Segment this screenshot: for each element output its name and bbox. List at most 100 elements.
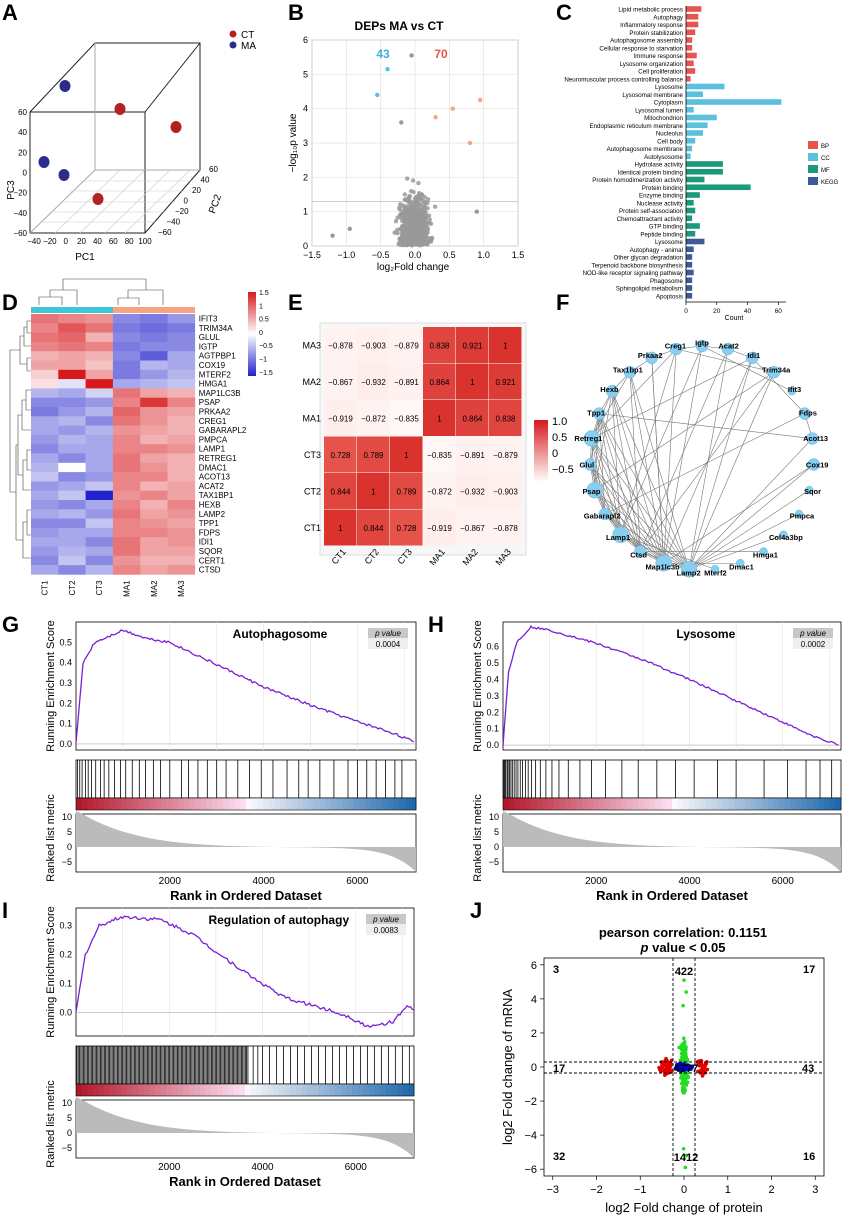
heatmap-cell <box>140 481 168 491</box>
network-node-label: Tax1bp1 <box>613 366 643 375</box>
heatmap-cell <box>140 537 168 547</box>
scatter-point-mrna <box>681 1075 686 1080</box>
enrichment-category-label: Protein binding <box>642 185 684 192</box>
correlation-cell <box>324 363 357 400</box>
network-node-label: Cox19 <box>806 461 829 470</box>
heatmap-cell <box>58 434 86 445</box>
volcano-point <box>425 242 430 247</box>
scatter-point-protein <box>699 1058 703 1063</box>
gsea-rank-bar-segment <box>610 798 617 810</box>
network-node <box>645 351 658 365</box>
enrichment-bar <box>686 184 751 191</box>
enrichment-category-label: Autolysosome <box>644 154 683 161</box>
heatmap-cell <box>167 500 196 510</box>
volcano-point <box>450 106 455 111</box>
heatmap-cell <box>31 397 59 408</box>
gsea-rank-bar-segment <box>773 798 780 810</box>
gsea-rank-bar-segment <box>177 1084 184 1096</box>
correlation-cell <box>423 363 456 400</box>
enrichment-category-label: Nucleolus <box>656 131 683 138</box>
enrichment-category-label: Autophagosome assembly <box>610 38 684 45</box>
enrichment-bar <box>686 246 694 253</box>
correlation-cell <box>324 436 357 473</box>
heatmap-cell <box>112 509 141 519</box>
network-node <box>583 430 600 447</box>
legend-label-ct: CT <box>241 30 254 41</box>
enrichment-bar <box>686 21 699 28</box>
heatmap-row-label: GLUL <box>199 333 220 342</box>
gsea-y-tick: 0.4 <box>59 658 72 668</box>
gsea-rank-bar-segment <box>189 798 196 810</box>
enrichment-category-label: Cytoplasm <box>654 100 683 107</box>
quadrant-counts: 3 422 17 17 4777 43 32 1412 16 <box>553 964 815 1164</box>
volcano-x-tick: −0.5 <box>372 250 390 260</box>
enrichment-bar <box>686 223 700 229</box>
volcano-point <box>420 227 426 232</box>
scatter-point-mrna <box>681 1146 686 1151</box>
heatmap-cell <box>85 453 114 464</box>
volcano-point <box>403 197 409 203</box>
enrichment-category-label: Terpenoid backbone biosynthesis <box>592 262 684 269</box>
gsea-rank-bar-segment <box>274 798 281 810</box>
correlation-value: 0.789 <box>363 451 384 460</box>
gsea-rank-bar-segment <box>688 798 696 810</box>
gsea-x-label: Rank in Ordered Dataset <box>169 1174 321 1189</box>
volcano-x-tick: −1.5 <box>303 250 321 260</box>
heatmap-cell <box>31 453 59 464</box>
quadrant-count-center: 4777 <box>674 1063 698 1075</box>
gsea-pvalue-box <box>366 924 406 935</box>
legend-marker-ct <box>229 30 237 38</box>
gsea-rank-bar-segment <box>263 798 270 810</box>
heatmap-cell <box>58 388 86 398</box>
scatter-x-tick: 1 <box>725 1184 731 1196</box>
pca-floor-grid <box>40 169 195 234</box>
network-edge <box>598 413 690 570</box>
heatmap-cell <box>31 462 59 473</box>
network-node <box>721 342 735 356</box>
network-node-label: Tpp1 <box>587 408 605 417</box>
correlation-cell <box>456 509 489 546</box>
gsea-rank-bar-segment <box>273 1084 280 1096</box>
pca-z-ticks: −60 −40 −20 0 20 40 60 <box>13 108 27 238</box>
network-node-label: Hexb <box>600 385 619 394</box>
correlation-value: 0.838 <box>495 414 516 423</box>
volcano-point <box>330 233 335 238</box>
volcano-point <box>415 204 420 210</box>
gsea-rank-bar-segment <box>705 798 712 810</box>
heatmap-cells <box>31 314 196 575</box>
volcano-point <box>399 240 404 246</box>
volcano-point <box>402 192 408 197</box>
gsea-x-tick: 6000 <box>346 876 369 887</box>
network-node <box>605 384 619 398</box>
scatter-x-tick: 3 <box>812 1184 818 1196</box>
heatmap-cell <box>167 360 196 371</box>
gsea-rank-bar-segment <box>587 798 594 810</box>
enrichment-bar <box>686 91 703 98</box>
correlation-row-label: MA2 <box>302 377 321 387</box>
heatmap-cell <box>85 360 114 371</box>
heatmap-cell <box>140 555 168 566</box>
heatmap-cell <box>140 369 168 380</box>
gsea-rank-bar-segment <box>801 798 808 810</box>
gsea-rank-bar-segment <box>278 1084 285 1096</box>
pca-legend: CT MA <box>229 30 256 52</box>
correlation-colorbar-tick: 1.0 <box>552 416 567 428</box>
correlation-value: −0.835 <box>394 414 419 423</box>
gsea-rank-bar-segment <box>503 798 510 810</box>
volcano-point <box>394 227 400 233</box>
volcano-y-tick: 6 <box>303 35 308 45</box>
scatter-point-protein <box>697 1064 702 1068</box>
enrichment-category-label: Nuclease activity <box>637 200 684 207</box>
correlation-value: 0.789 <box>396 487 417 496</box>
gsea-rank-bar-segment <box>284 1084 291 1096</box>
gsea-rank-bar-segment <box>519 798 527 810</box>
gsea-rank-bar-segment <box>632 798 639 810</box>
scatter-point-protein <box>663 1067 667 1072</box>
gsea-x-tick: 2000 <box>159 876 182 887</box>
gsea-rank-bar-segment <box>666 798 673 810</box>
pca-point-ma <box>59 80 71 92</box>
enrichment-category-label: Cell body <box>657 138 684 145</box>
gsea-y-tick: 0.2 <box>59 950 72 960</box>
network-node-label: Map1lc3b <box>645 562 680 571</box>
scatter-point-mrna <box>684 1153 688 1158</box>
